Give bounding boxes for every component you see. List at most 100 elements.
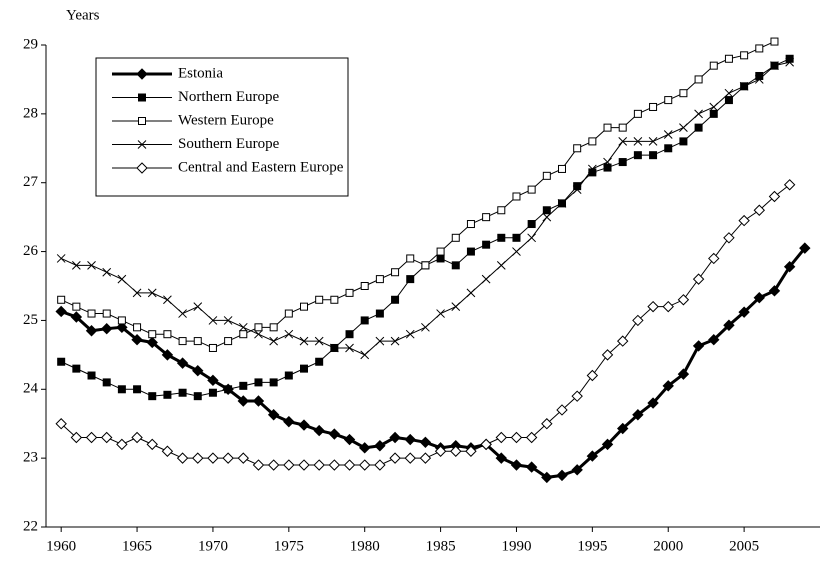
- marker: [679, 89, 688, 98]
- marker: [724, 88, 734, 98]
- marker: [192, 364, 204, 377]
- marker: [648, 137, 658, 146]
- marker: [358, 442, 371, 454]
- marker: [85, 325, 98, 337]
- marker: [709, 109, 718, 118]
- marker: [146, 438, 158, 451]
- marker: [208, 343, 217, 352]
- marker: [603, 163, 612, 172]
- marker: [436, 247, 445, 256]
- marker: [541, 418, 553, 430]
- marker: [345, 343, 354, 353]
- legend: Estonia Northern Europe Western Europe Sout…: [95, 57, 349, 197]
- marker: [709, 102, 719, 112]
- marker: [148, 392, 157, 401]
- marker: [694, 75, 703, 84]
- marker: [224, 337, 233, 346]
- marker: [692, 340, 705, 352]
- marker: [618, 123, 627, 132]
- marker: [436, 309, 445, 318]
- marker: [632, 409, 644, 421]
- marker: [132, 288, 142, 298]
- marker: [647, 397, 659, 409]
- x-tick-label: 1995: [577, 538, 607, 554]
- marker: [466, 220, 475, 229]
- marker: [360, 350, 370, 360]
- marker: [360, 316, 369, 325]
- marker: [527, 220, 536, 229]
- marker: [374, 459, 386, 471]
- marker: [300, 302, 308, 311]
- marker: [178, 309, 187, 318]
- marker: [754, 75, 764, 84]
- marker: [768, 190, 781, 203]
- marker: [269, 378, 278, 387]
- legend-box: [95, 57, 349, 197]
- x-tick-label: 1990: [501, 538, 531, 554]
- marker: [161, 349, 174, 361]
- marker: [136, 162, 148, 174]
- marker: [664, 96, 673, 105]
- marker: [510, 431, 523, 444]
- marker: [677, 294, 690, 306]
- marker: [632, 314, 644, 327]
- marker: [238, 322, 248, 332]
- marker: [315, 295, 324, 304]
- marker: [313, 424, 325, 437]
- marker: [753, 204, 766, 216]
- marker: [542, 171, 551, 180]
- marker: [375, 336, 385, 346]
- marker: [482, 213, 491, 222]
- marker: [254, 329, 263, 339]
- marker: [495, 452, 508, 464]
- marker: [360, 282, 369, 290]
- marker: [375, 309, 384, 318]
- marker: [497, 233, 506, 242]
- marker: [72, 364, 81, 373]
- marker: [116, 321, 128, 334]
- marker: [587, 164, 597, 174]
- marker: [708, 252, 720, 265]
- marker: [208, 388, 217, 397]
- marker: [618, 158, 627, 167]
- marker: [723, 319, 735, 331]
- marker: [556, 404, 568, 416]
- marker: [434, 445, 447, 457]
- marker: [572, 185, 582, 194]
- marker: [740, 51, 749, 60]
- marker: [406, 254, 415, 263]
- marker: [85, 431, 98, 444]
- marker: [223, 316, 233, 325]
- marker: [451, 261, 460, 270]
- marker: [571, 464, 583, 476]
- marker: [768, 285, 781, 297]
- marker: [57, 357, 66, 366]
- marker: [193, 302, 203, 312]
- marker: [284, 329, 294, 339]
- marker: [692, 273, 705, 285]
- marker: [755, 44, 764, 53]
- marker: [633, 151, 642, 160]
- marker: [71, 260, 81, 270]
- marker: [512, 247, 521, 256]
- marker: [405, 329, 415, 339]
- marker: [391, 295, 400, 304]
- marker: [708, 334, 720, 346]
- marker: [224, 385, 233, 394]
- marker: [161, 445, 174, 457]
- marker: [603, 123, 612, 132]
- marker: [616, 335, 629, 347]
- marker: [739, 81, 749, 91]
- marker: [117, 316, 126, 325]
- marker: [525, 461, 538, 473]
- marker: [374, 440, 386, 452]
- marker: [389, 431, 401, 444]
- marker: [70, 311, 83, 323]
- marker: [662, 300, 674, 313]
- marker: [694, 109, 703, 119]
- y-tick-label: 26: [23, 243, 39, 259]
- marker: [117, 274, 127, 284]
- marker: [148, 330, 157, 339]
- marker: [298, 459, 310, 471]
- marker: [497, 206, 506, 215]
